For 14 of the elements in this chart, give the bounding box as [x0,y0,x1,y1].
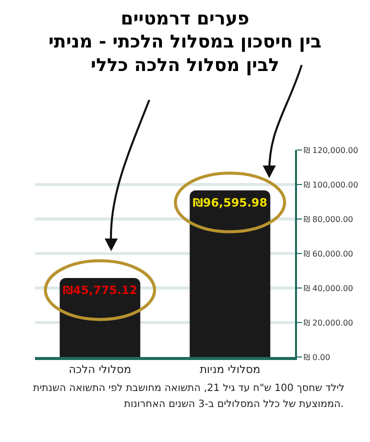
y-tick-label: ₪ 120,000.00 [304,146,358,155]
y-tick-label: ₪ 40,000.00 [304,284,354,293]
y-tick-label: ₪ 20,000.00 [304,318,354,328]
y-tick-label: ₪ 100,000.00 [304,180,358,190]
y-tick-label: ₪ 80,000.00 [304,214,354,224]
text: הממוצעת של כלל המסלולים ב-3 השנים האחרונות. [124,399,344,410]
x-tick-label: מסלולי מניות [200,363,260,376]
x-tick-label: מסלולי הלכה [68,363,132,376]
text: לילד שחסך 100 ש"ח עד גיל 21, התשואה מחושבת לפי התשואה השנתית [33,383,344,394]
chart-title: פערים דרמטיים בין חיסכון במסלול הלכתי - מניתי לבין מסלול הלכה כללי [48,8,322,76]
y-tick-label: ₪ 60,000.00 [304,249,354,258]
y-tick-label: ₪ 0.00 [304,352,330,362]
data-label: ₪45,775.12 [62,283,138,298]
data-label: ₪96,595.98 [192,195,268,210]
